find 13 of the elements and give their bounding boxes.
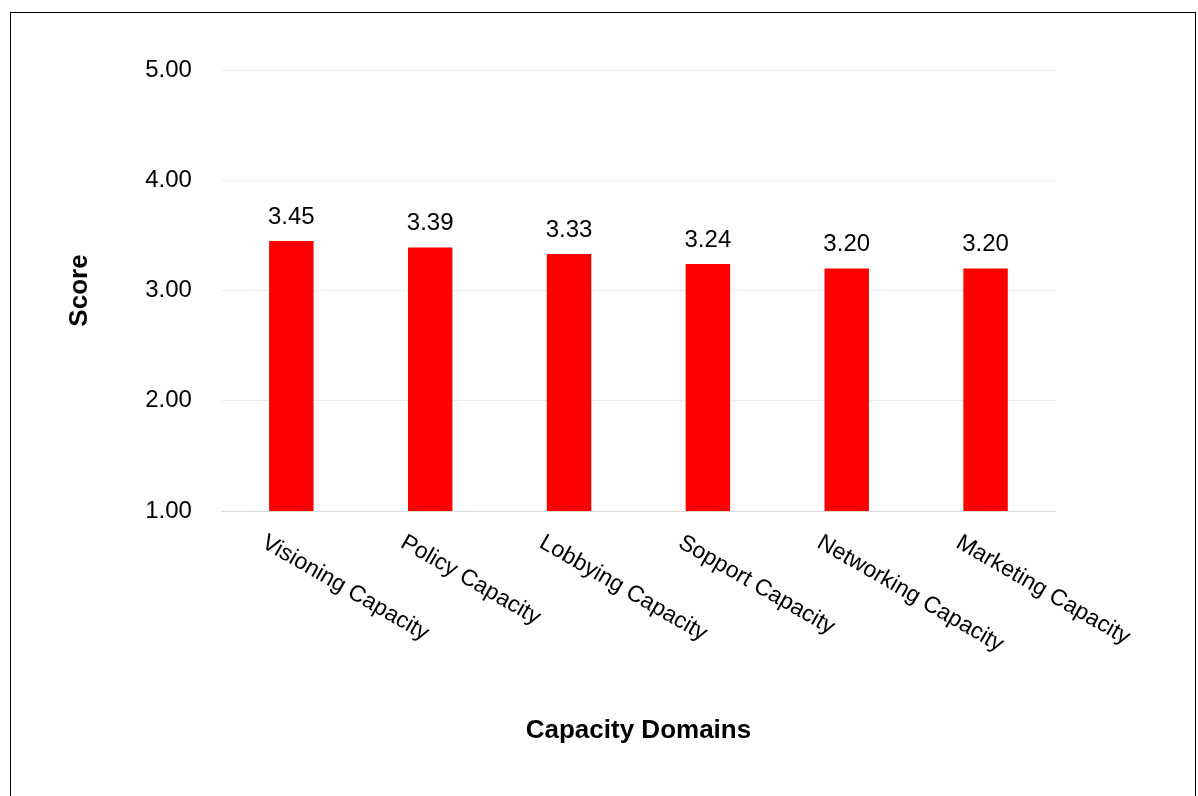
data-label: 3.39: [406, 208, 454, 236]
data-label: 3.20: [823, 229, 871, 257]
y-axis-title: Score: [62, 254, 93, 327]
data-label: 3.20: [962, 229, 1009, 257]
x-axis-title: Capacity Domains: [525, 714, 752, 745]
data-label: 3.24: [684, 224, 732, 252]
y-tick-label: 3.00: [145, 275, 192, 303]
y-tick-label: 5.00: [145, 54, 192, 82]
y-tick-label: 2.00: [145, 385, 192, 413]
y-tick-label: 1.00: [145, 495, 192, 523]
data-label: 3.45: [267, 201, 315, 229]
data-label: 3.33: [545, 214, 593, 242]
y-tick-label: 4.00: [145, 164, 192, 192]
